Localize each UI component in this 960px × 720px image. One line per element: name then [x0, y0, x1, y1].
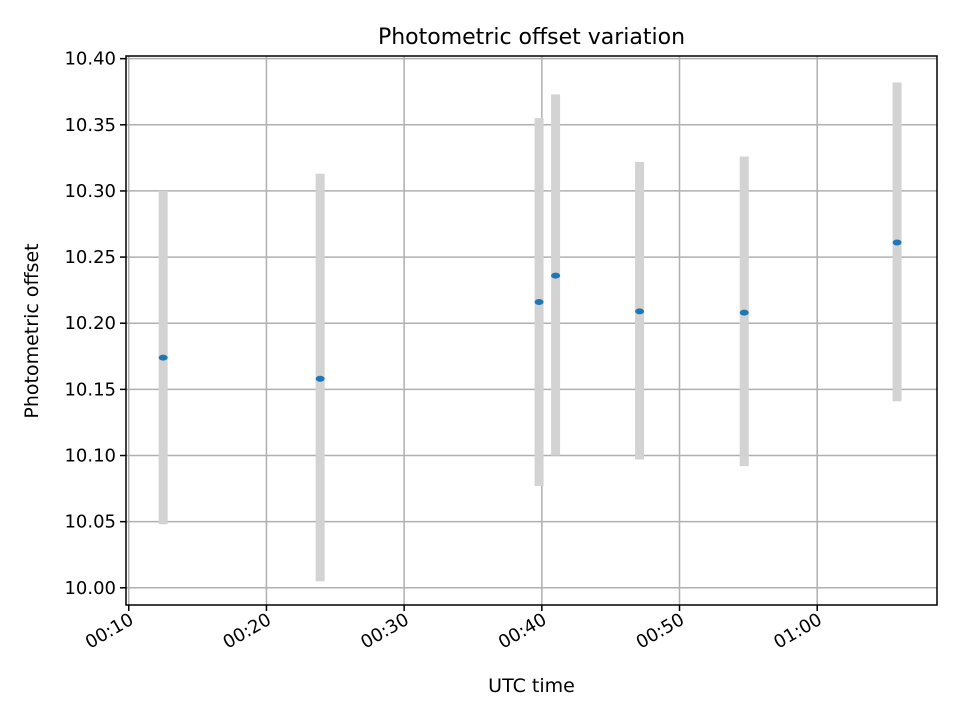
data-point: [739, 309, 749, 316]
chart-title: Photometric offset variation: [378, 25, 685, 50]
y-tick-label: 10.25: [64, 247, 116, 268]
y-tick-label: 10.35: [64, 115, 116, 136]
x-axis-ticks: 00:10 00:20 00:30 00:40 00:50 01:00: [82, 605, 826, 653]
grid: [126, 56, 937, 605]
y-axis-ticks: 10.00 10.05 10.10 10.15 10.20 10.25 10.30 10.35…: [64, 49, 126, 599]
data-point: [635, 308, 645, 315]
x-tick-label: 00:20: [220, 609, 275, 653]
y-tick-label: 10.05: [64, 512, 116, 533]
data-point: [158, 354, 168, 361]
y-tick-label: 10.15: [64, 379, 116, 400]
y-tick-label: 10.30: [64, 181, 116, 202]
y-tick-label: 10.00: [64, 578, 116, 599]
x-tick-label: 00:40: [495, 609, 550, 653]
y-tick-label: 10.10: [64, 446, 116, 467]
y-axis-label: Photometric offset: [21, 243, 43, 418]
y-tick-label: 10.40: [64, 49, 116, 70]
data-point: [534, 299, 544, 306]
x-tick-label: 00:50: [633, 609, 688, 653]
x-tick-label: 00:10: [82, 609, 137, 653]
y-tick-label: 10.20: [64, 313, 116, 334]
plot-frame: [125, 55, 938, 606]
x-axis-label: UTC time: [488, 675, 575, 697]
x-tick-label: 00:30: [357, 609, 412, 653]
data-point: [315, 375, 325, 382]
data-points: [158, 239, 902, 382]
x-tick-label: 01:00: [770, 609, 825, 653]
data-point: [892, 239, 902, 246]
data-point: [551, 272, 561, 279]
error-bars: [158, 82, 902, 582]
